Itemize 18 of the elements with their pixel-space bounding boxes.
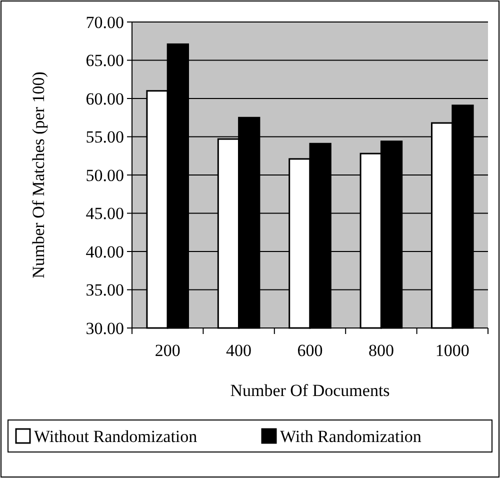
x-axis-title: Number Of Documents [230,381,390,400]
y-tick-label: 35.00 [86,280,124,300]
y-tick-label: 40.00 [86,242,124,262]
x-tick-label: 800 [368,341,394,360]
y-tick-label: 65.00 [86,51,124,70]
x-tick-label: 200 [154,341,180,360]
x-tick-label: 400 [226,341,252,360]
y-axis-title: Number Of Matches (per 100) [29,72,48,278]
x-tick-label: 1000 [435,341,470,360]
legend-label: With Randomization [280,426,422,446]
y-tick-label: 70.00 [86,12,124,32]
x-tick-label: 600 [297,341,323,360]
y-tick-label: 60.00 [86,89,124,108]
y-tick-label: 30.00 [86,318,124,338]
y-tick-label: 55.00 [86,128,124,147]
y-tick-label: 45.00 [86,204,124,224]
legend-label: Without Randomization [34,426,198,446]
y-tick-label: 50.00 [86,166,124,185]
